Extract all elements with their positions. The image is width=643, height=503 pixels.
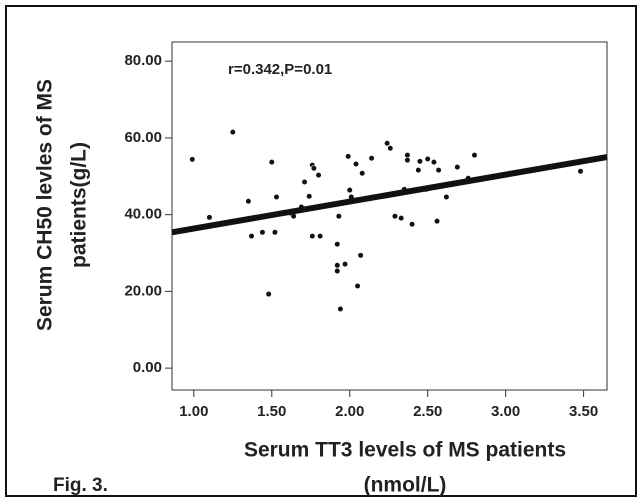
point bbox=[354, 282, 361, 290]
point bbox=[345, 153, 352, 160]
point bbox=[341, 261, 349, 268]
point bbox=[346, 187, 353, 194]
trend-line bbox=[171, 154, 608, 236]
x-tick-label: 3.00 bbox=[491, 403, 520, 420]
point bbox=[315, 172, 322, 179]
point bbox=[409, 221, 416, 228]
y-tick-label: 40.00 bbox=[124, 206, 162, 223]
point bbox=[268, 158, 275, 166]
point bbox=[334, 262, 341, 269]
point bbox=[398, 215, 405, 222]
y-axis-label: patients(g/L) bbox=[68, 142, 91, 268]
point bbox=[415, 167, 422, 174]
point bbox=[391, 213, 399, 220]
point bbox=[206, 214, 213, 221]
x-tick-label: 1.50 bbox=[257, 403, 286, 420]
point bbox=[577, 168, 584, 175]
point bbox=[335, 213, 342, 220]
y-axis-label: Serum CH50 levles of MS bbox=[34, 79, 57, 331]
x-tick-label: 2.00 bbox=[335, 403, 364, 420]
point bbox=[309, 233, 316, 240]
point bbox=[248, 233, 255, 240]
point bbox=[334, 241, 341, 248]
x-tick-label: 2.50 bbox=[413, 403, 442, 420]
point bbox=[404, 157, 411, 164]
point bbox=[471, 152, 478, 159]
point bbox=[273, 193, 280, 201]
point bbox=[352, 160, 360, 168]
annotation: r=0.342,P=0.01 bbox=[228, 61, 332, 78]
point bbox=[443, 193, 450, 201]
point bbox=[430, 158, 438, 166]
point bbox=[416, 158, 424, 165]
plot-area bbox=[171, 41, 608, 391]
point bbox=[368, 155, 375, 162]
y-tick-label: 0.00 bbox=[133, 359, 162, 376]
point bbox=[357, 252, 364, 259]
y-tick-label: 20.00 bbox=[124, 282, 162, 299]
x-tick-label: 1.00 bbox=[179, 403, 208, 420]
x-axis-label: Serum TT3 levels of MS patients bbox=[244, 439, 566, 462]
y-tick-label: 60.00 bbox=[124, 129, 162, 146]
point bbox=[245, 198, 252, 205]
point bbox=[317, 233, 324, 240]
point bbox=[310, 165, 317, 172]
x-tick-label: 3.50 bbox=[569, 403, 598, 420]
point bbox=[189, 156, 196, 163]
point bbox=[384, 140, 391, 147]
point bbox=[435, 167, 442, 174]
point bbox=[387, 145, 394, 152]
point bbox=[424, 155, 431, 163]
point bbox=[359, 170, 366, 177]
point bbox=[265, 290, 272, 298]
point bbox=[301, 178, 308, 186]
frame bbox=[5, 5, 637, 497]
point bbox=[229, 129, 236, 136]
x-axis-label: (nmol/L) bbox=[364, 474, 447, 497]
figure-label: Fig. 3. bbox=[53, 475, 108, 496]
point bbox=[271, 229, 279, 236]
y-tick-label: 80.00 bbox=[124, 52, 162, 69]
point bbox=[259, 229, 266, 236]
point bbox=[306, 193, 313, 200]
point bbox=[454, 163, 461, 171]
point bbox=[334, 267, 341, 275]
point bbox=[433, 218, 441, 225]
point bbox=[337, 305, 344, 313]
